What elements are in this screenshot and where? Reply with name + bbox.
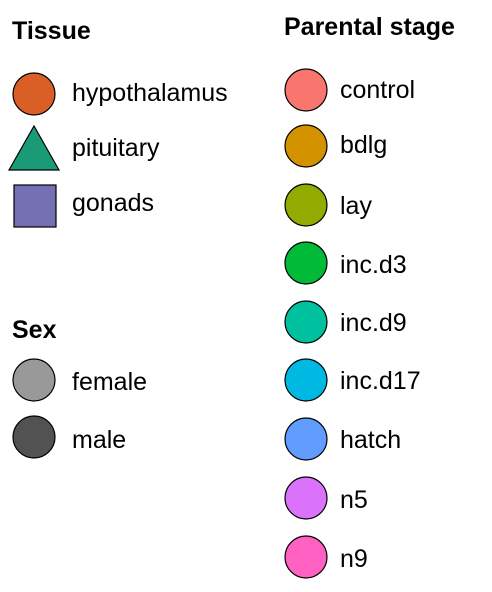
hypothalamus-symbol — [12, 72, 56, 116]
lay-symbol — [284, 183, 328, 227]
legend-label-n5: n5 — [340, 486, 368, 514]
legend-label-bdlg: bdlg — [340, 131, 388, 159]
bdlg-symbol — [284, 124, 328, 168]
pituitary-symbol — [7, 124, 61, 171]
female-symbol — [12, 358, 56, 402]
legend-label-gonads: gonads — [72, 189, 155, 217]
inc-d17-symbol — [284, 358, 328, 402]
legend-label-female: female — [72, 368, 148, 396]
legend-label-pituitary: pituitary — [72, 134, 160, 162]
control-symbol — [284, 68, 328, 112]
inc-d9-symbol — [284, 300, 328, 344]
legend-label-inc-d3: inc.d3 — [340, 251, 407, 279]
sex-legend-title: Sex — [12, 316, 57, 344]
legend-label-n9: n9 — [340, 545, 368, 573]
legend-label-hypothalamus: hypothalamus — [72, 79, 228, 107]
male-symbol — [12, 415, 56, 459]
legend-label-inc-d9: inc.d9 — [340, 309, 407, 337]
legend-label-hatch: hatch — [340, 426, 402, 454]
legend-label-male: male — [72, 426, 127, 454]
hatch-symbol — [284, 417, 328, 461]
tissue-legend-title: Tissue — [12, 17, 91, 45]
parental-stage-legend-title: Parental stage — [284, 13, 455, 41]
legend-label-control: control — [340, 76, 416, 104]
legend-label-inc-d17: inc.d17 — [340, 367, 421, 395]
n5-symbol — [284, 476, 328, 520]
inc-d3-symbol — [284, 241, 328, 285]
legend-label-lay: lay — [340, 192, 372, 220]
gonads-symbol — [13, 184, 57, 228]
n9-symbol — [284, 535, 328, 579]
